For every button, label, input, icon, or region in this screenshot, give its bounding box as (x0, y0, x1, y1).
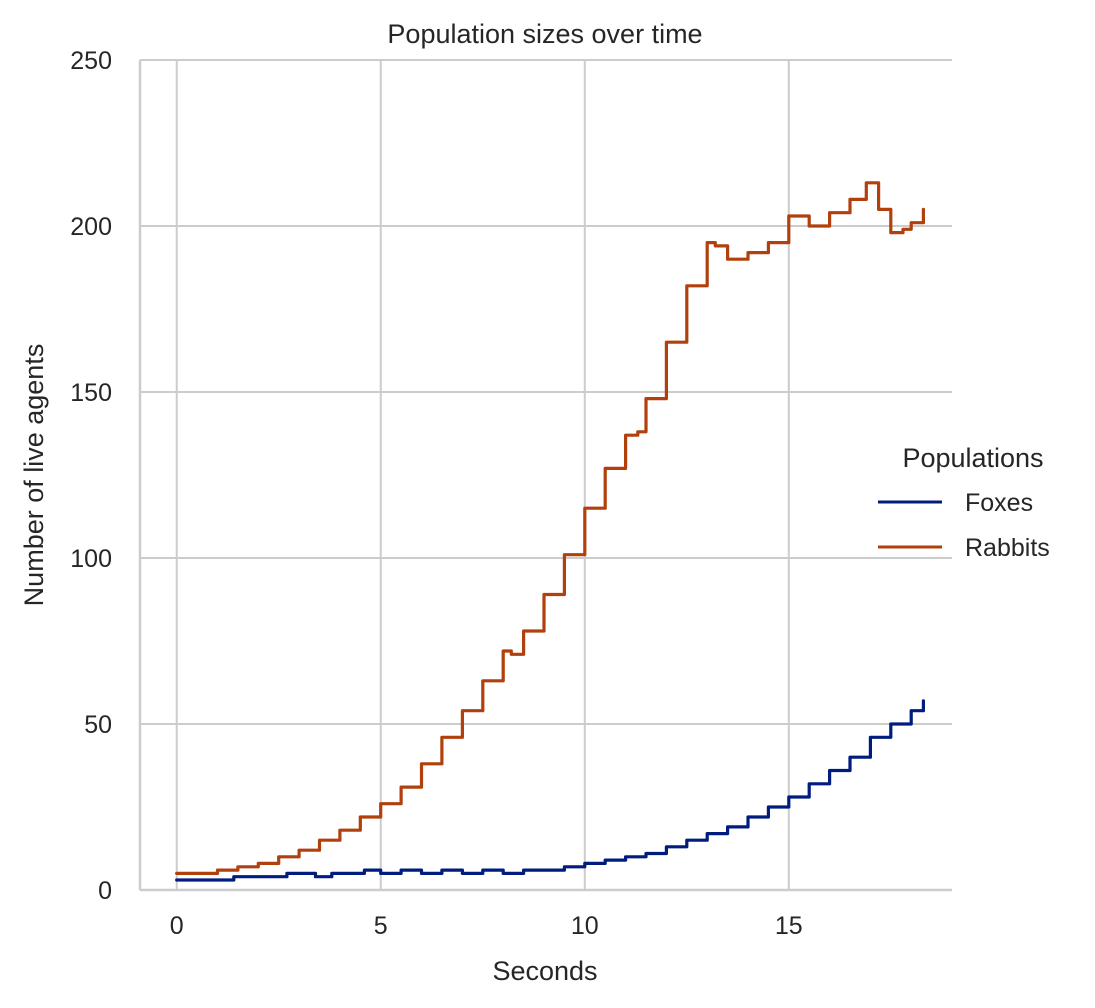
x-axis-title: Seconds (492, 956, 597, 986)
x-tick-label: 15 (775, 912, 803, 940)
legend-title: Populations (902, 443, 1043, 473)
chart-title: Population sizes over time (387, 19, 702, 49)
series-line-rabbits (175, 181, 925, 875)
y-tick-label: 100 (70, 545, 112, 573)
y-tick-label: 200 (70, 213, 112, 241)
y-axis-title: Number of live agents (19, 344, 49, 607)
legend-label-foxes: Foxes (965, 489, 1033, 517)
y-tick-label: 0 (98, 877, 112, 905)
axes (138, 60, 952, 892)
series-line-foxes (175, 699, 925, 882)
y-tick-label: 50 (84, 711, 112, 739)
x-tick-label: 0 (170, 912, 184, 940)
x-tick-label: 10 (571, 912, 599, 940)
series-lines (175, 181, 925, 882)
legend-label-rabbits: Rabbits (965, 534, 1050, 562)
x-tick-label: 5 (374, 912, 388, 940)
grid (140, 59, 952, 891)
y-tick-label: 250 (70, 47, 112, 75)
y-tick-label: 150 (70, 379, 112, 407)
legend: Populations Foxes Rabbits (878, 443, 1050, 562)
